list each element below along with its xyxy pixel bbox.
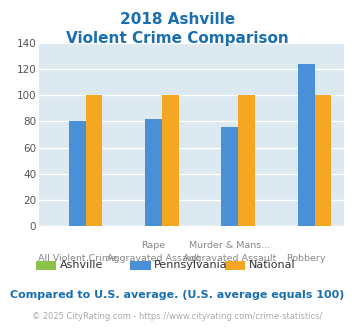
Text: Rape: Rape [142, 241, 165, 250]
Bar [69, 121, 86, 226]
Bar [162, 95, 179, 226]
Bar [238, 95, 255, 226]
Text: National: National [249, 260, 296, 270]
Text: Aggravated Assault: Aggravated Assault [183, 254, 277, 263]
Bar [145, 119, 162, 226]
Text: Murder & Mans...: Murder & Mans... [189, 241, 271, 250]
Text: Violent Crime Comparison: Violent Crime Comparison [66, 31, 289, 46]
Text: Aggravated Assault: Aggravated Assault [107, 254, 200, 263]
Text: All Violent Crime: All Violent Crime [38, 254, 117, 263]
Bar [86, 95, 102, 226]
Bar [315, 95, 331, 226]
Text: Pennsylvania: Pennsylvania [154, 260, 228, 270]
Text: Ashville: Ashville [60, 260, 103, 270]
Text: Robbery: Robbery [286, 254, 326, 263]
Text: Compared to U.S. average. (U.S. average equals 100): Compared to U.S. average. (U.S. average … [10, 290, 345, 300]
Text: 2018 Ashville: 2018 Ashville [120, 12, 235, 26]
Text: © 2025 CityRating.com - https://www.cityrating.com/crime-statistics/: © 2025 CityRating.com - https://www.city… [32, 312, 323, 321]
Bar [222, 127, 238, 226]
Bar [298, 64, 315, 226]
